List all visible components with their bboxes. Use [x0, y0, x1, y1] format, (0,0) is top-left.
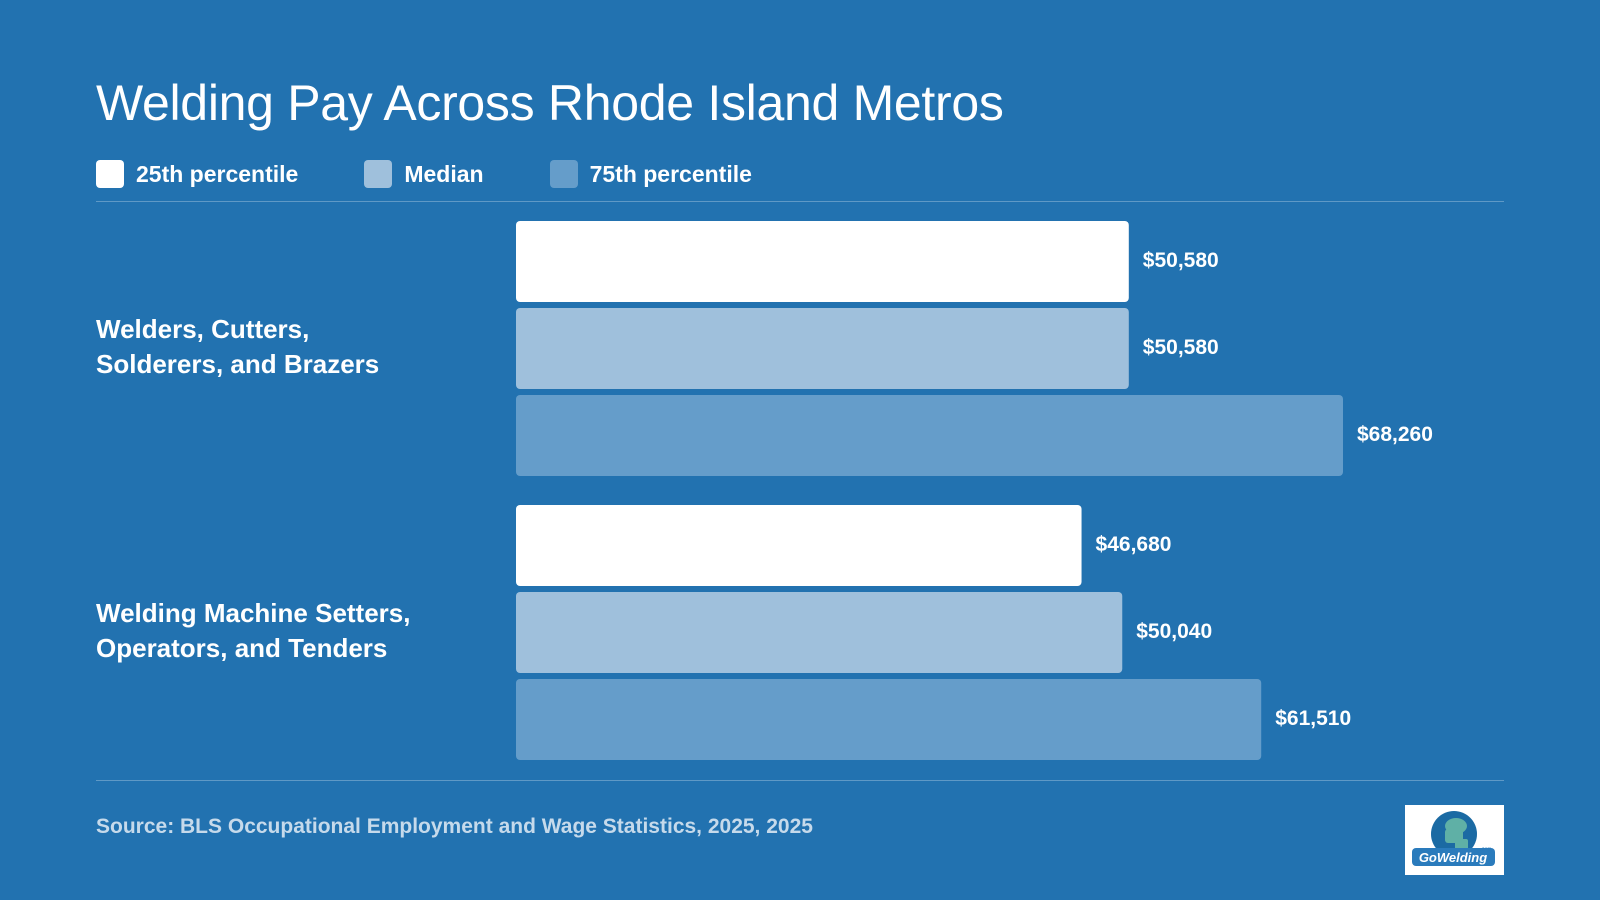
bar	[516, 395, 1343, 476]
legend-swatch-p75	[549, 160, 578, 188]
data-label: $50,580	[1143, 336, 1219, 359]
divider-bottom	[96, 780, 1504, 781]
welder-mask-icon	[1445, 818, 1468, 851]
legend-label-p75: 75th percentile	[589, 160, 752, 187]
data-label: $46,680	[1096, 533, 1172, 556]
source-note: Source: BLS Occupational Employment and …	[96, 815, 813, 838]
legend-item-p25: 25th percentile	[96, 160, 298, 188]
gowelding-logo: GoWelding .org	[1405, 805, 1504, 875]
category-label: Operators, and Tenders	[96, 633, 387, 663]
data-label: $61,510	[1275, 707, 1351, 730]
logo-wordmark: GoWelding	[1419, 850, 1487, 865]
data-label: $68,260	[1357, 423, 1433, 446]
divider-top	[96, 201, 1504, 202]
data-label: $50,580	[1143, 249, 1219, 272]
legend: 25th percentile Median 75th percentile	[96, 159, 752, 189]
legend-label-p25: 25th percentile	[136, 160, 299, 187]
bar	[516, 308, 1129, 389]
legend-item-median: Median	[364, 160, 484, 188]
bar	[516, 592, 1123, 673]
bar	[516, 679, 1262, 760]
logo-suffix: .org	[1480, 847, 1492, 853]
legend-item-p75: 75th percentile	[549, 160, 752, 188]
bar	[516, 505, 1082, 586]
category-label: Welding Machine Setters,	[96, 598, 410, 628]
category-label: Welders, Cutters,	[96, 314, 309, 344]
data-label: $50,040	[1136, 620, 1212, 643]
legend-swatch-median	[364, 160, 393, 188]
chart-title: Welding Pay Across Rhode Island Metros	[96, 75, 1004, 131]
legend-label-median: Median	[404, 160, 484, 187]
legend-swatch-p25	[96, 160, 124, 188]
category-label: Solderers, and Brazers	[96, 349, 379, 379]
bar	[516, 221, 1129, 302]
